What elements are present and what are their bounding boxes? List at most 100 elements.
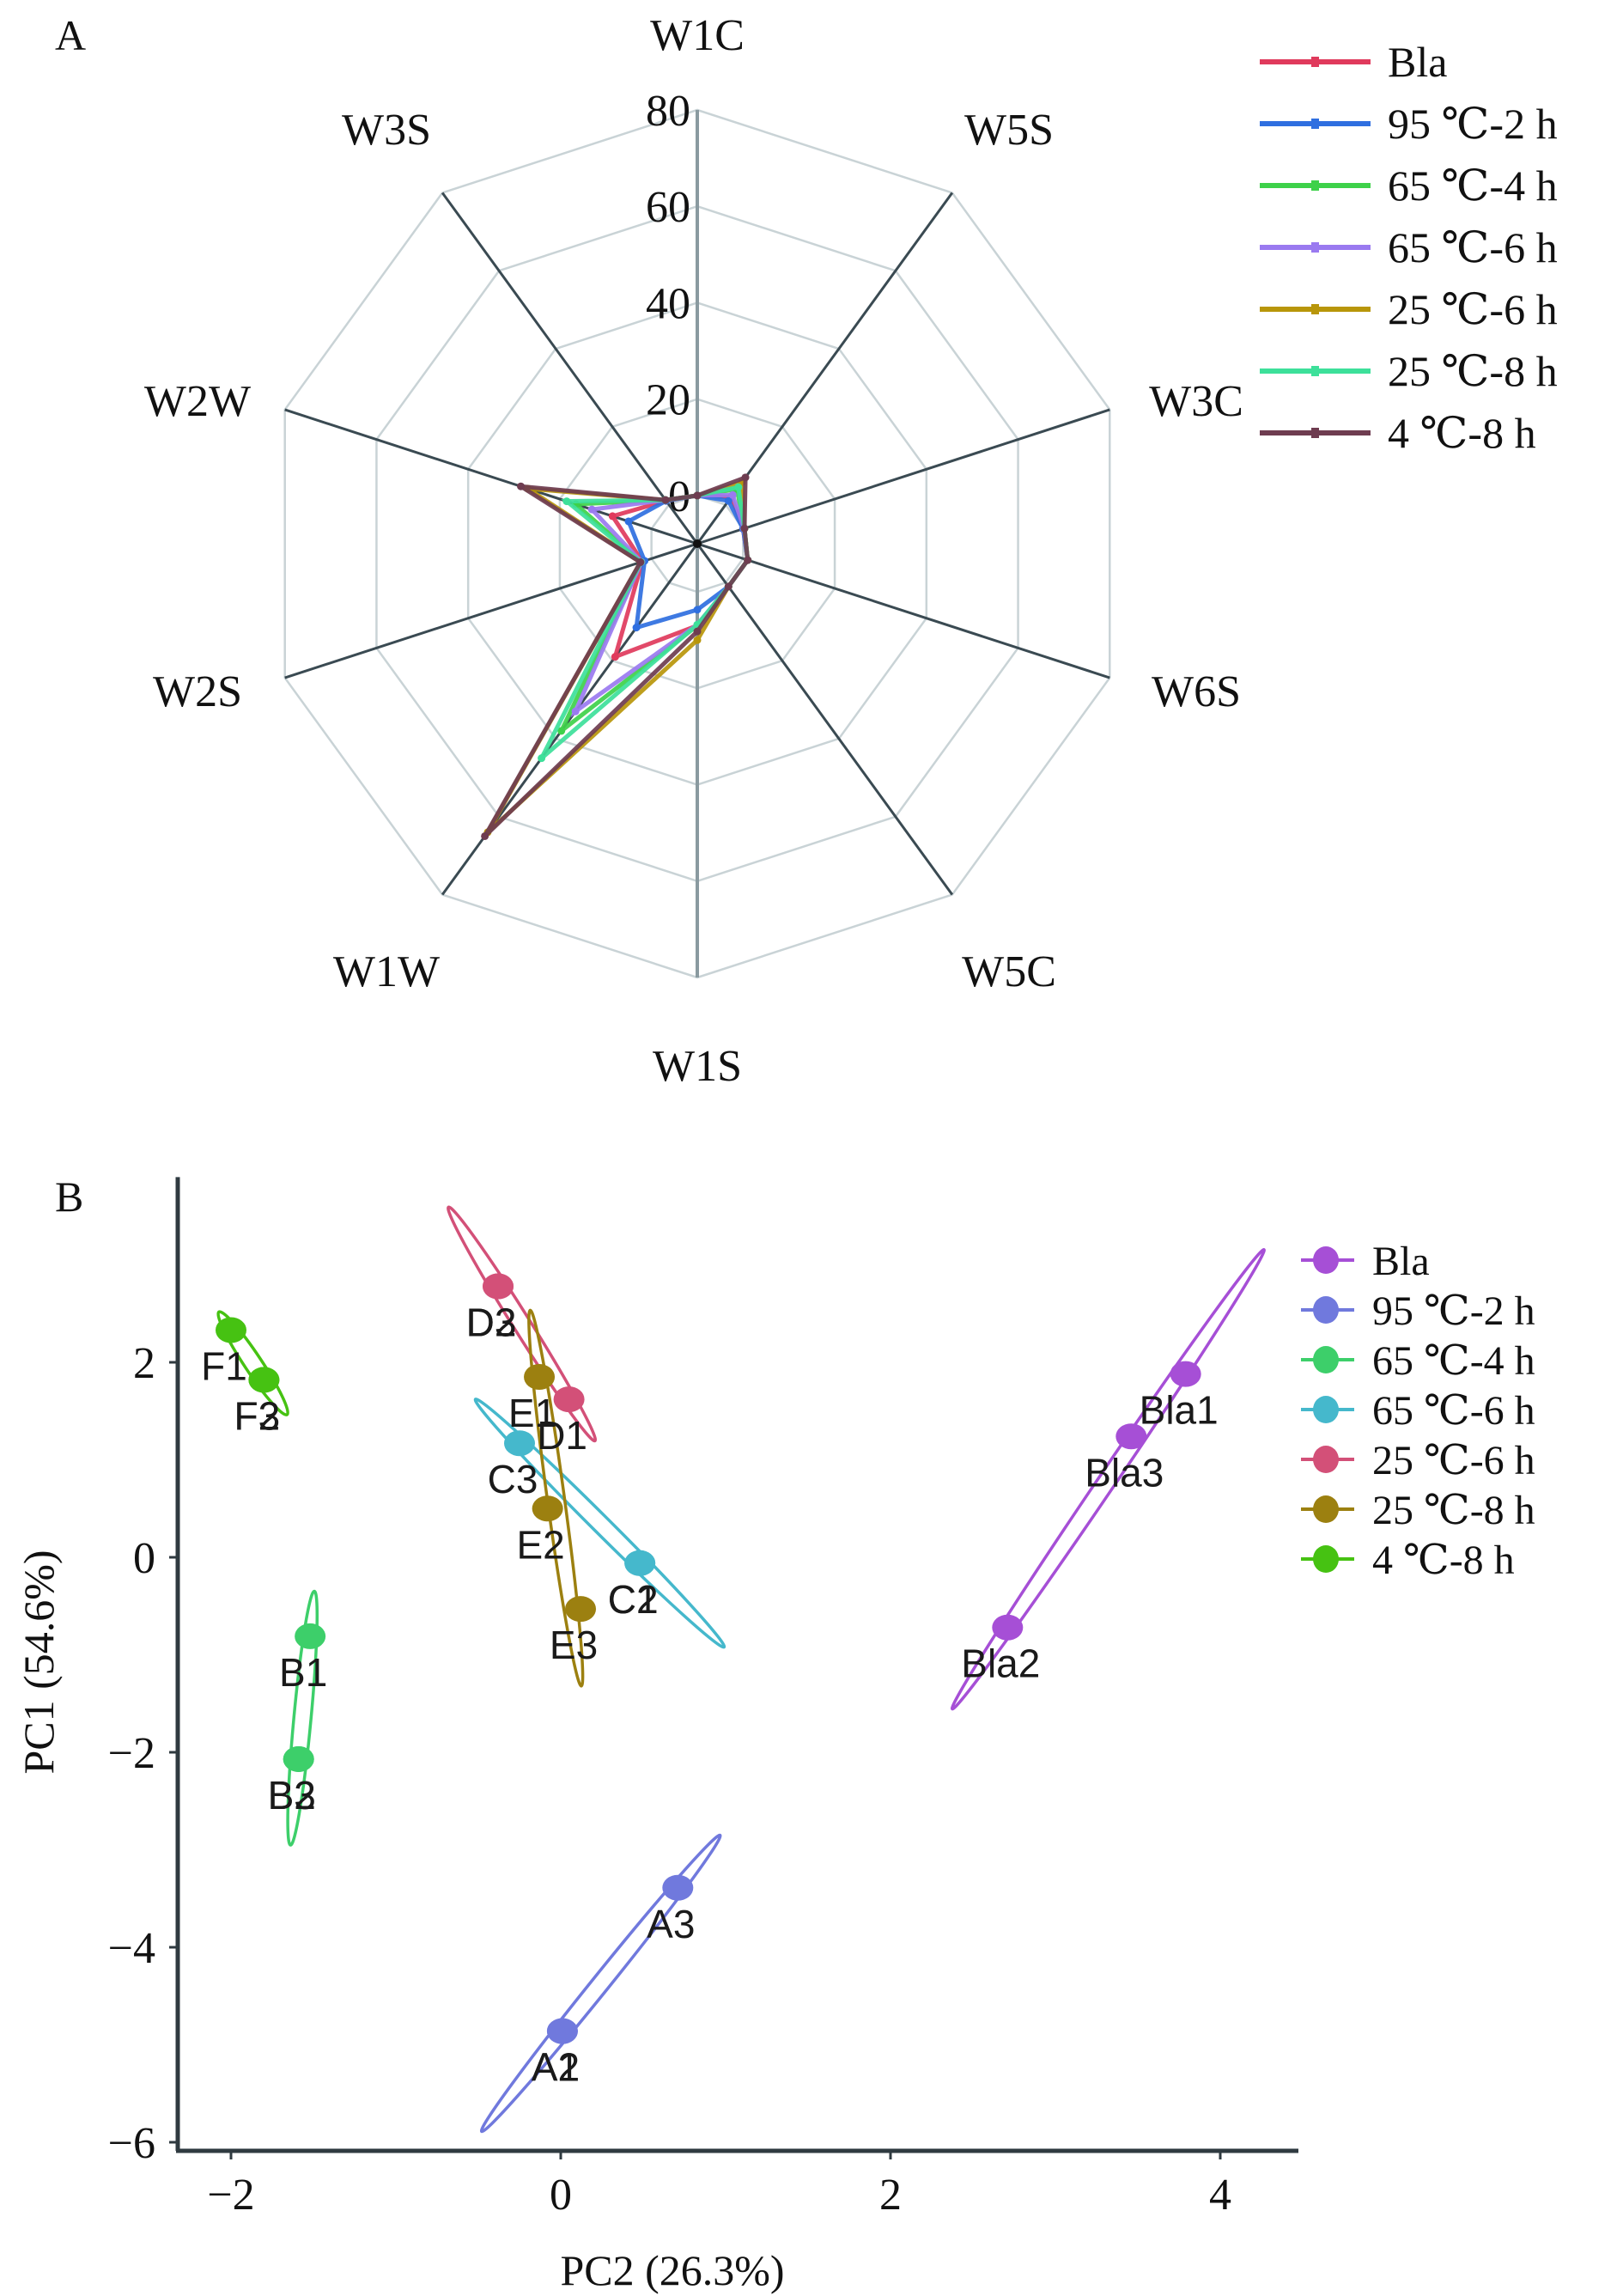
data-point bbox=[532, 1495, 563, 1522]
data-point-label: B2 bbox=[268, 1773, 316, 1818]
legend-swatch-marker bbox=[1311, 180, 1319, 191]
legend-item: 4 ℃-8 h bbox=[1260, 409, 1536, 457]
radar-spoke bbox=[696, 542, 1110, 679]
radar-point bbox=[624, 517, 633, 526]
legend-label: 65 ℃-4 h bbox=[1388, 161, 1558, 210]
data-point-label: Bla3 bbox=[1085, 1450, 1164, 1495]
pca-axes: −6 −4 −2 0 2 −2 0 2 4 bbox=[108, 1177, 1298, 2220]
x-tick-label: 2 bbox=[879, 2171, 902, 2220]
legend-label: 4 ℃-8 h bbox=[1388, 409, 1536, 457]
legend-item: 65 ℃-4 h bbox=[1260, 161, 1558, 210]
radar-point bbox=[571, 707, 580, 716]
radar-point bbox=[562, 497, 571, 506]
pca-points bbox=[216, 1273, 1201, 2044]
legend-swatch-marker bbox=[1313, 1495, 1339, 1523]
radar-point bbox=[693, 636, 702, 644]
legend-item: 95 ℃-2 h bbox=[1260, 100, 1558, 148]
data-point-label: A2 bbox=[532, 2045, 580, 2090]
radar-center bbox=[693, 539, 702, 548]
legend-label: 65 ℃-6 h bbox=[1388, 223, 1558, 271]
y-axis-title: PC1 (54.6%) bbox=[15, 1550, 63, 1774]
data-point bbox=[283, 1745, 314, 1772]
radar-axis-labels: W1C W5S W3C W6S W5C W1S W1W W2S W2W W3S bbox=[144, 11, 1243, 1091]
y-tick-label: −6 bbox=[108, 2119, 155, 2168]
legend-swatch-marker bbox=[1311, 304, 1319, 314]
radar-tick-label: 40 bbox=[646, 279, 690, 328]
legend-item: 25 ℃-8 h bbox=[1301, 1488, 1535, 1533]
radar-point bbox=[611, 653, 619, 661]
legend-label: 25 ℃-6 h bbox=[1388, 285, 1558, 333]
data-point bbox=[624, 1550, 656, 1576]
data-point bbox=[565, 1596, 597, 1623]
legend-swatch-marker bbox=[1313, 1246, 1339, 1274]
radar-point bbox=[744, 556, 752, 564]
x-tick-label: 4 bbox=[1209, 2171, 1231, 2220]
x-tick-label: −2 bbox=[207, 2171, 254, 2220]
radar-point bbox=[693, 606, 702, 614]
confidence-ellipse bbox=[950, 1247, 1266, 1711]
confidence-ellipse bbox=[473, 1398, 726, 1649]
radar-point bbox=[632, 624, 641, 632]
legend-item: 25 ℃-6 h bbox=[1301, 1438, 1535, 1483]
radar-point bbox=[728, 490, 737, 499]
legend-swatch-marker bbox=[1311, 57, 1319, 67]
radar-point bbox=[636, 558, 645, 567]
radar-tick-label: 80 bbox=[646, 87, 690, 136]
legend-item: Bla bbox=[1260, 38, 1447, 86]
data-point-label: E2 bbox=[517, 1522, 565, 1567]
legend-swatch-marker bbox=[1311, 428, 1319, 438]
y-tick-label: −2 bbox=[108, 1729, 155, 1778]
x-axis-title: PC2 (26.3%) bbox=[560, 2246, 784, 2294]
data-point bbox=[553, 1386, 585, 1413]
y-tick-label: −4 bbox=[108, 1924, 155, 1973]
radar-point bbox=[608, 512, 617, 521]
data-point-label: A1 bbox=[532, 2045, 580, 2090]
data-point-label: B3 bbox=[268, 1773, 316, 1818]
radar-axis-label: W1C bbox=[650, 11, 745, 60]
legend-label: 65 ℃-4 h bbox=[1372, 1338, 1535, 1384]
data-point-label: C1 bbox=[608, 1577, 659, 1622]
radar-point bbox=[538, 754, 546, 763]
x-tick-label: 0 bbox=[550, 2171, 572, 2220]
radar-tick-label: 60 bbox=[646, 183, 690, 232]
data-point bbox=[295, 1623, 326, 1649]
data-point-label: A3 bbox=[647, 1902, 695, 1946]
legend-item: 65 ℃-4 h bbox=[1301, 1338, 1535, 1384]
radar-point bbox=[740, 524, 749, 533]
radar-point bbox=[734, 483, 743, 491]
radar-spoke bbox=[696, 543, 954, 896]
radar-point bbox=[724, 496, 732, 505]
radar-axis-label: W3S bbox=[342, 106, 431, 155]
data-point bbox=[524, 1364, 556, 1391]
radar-axis-label: W1W bbox=[333, 947, 440, 996]
data-point-label: Bla2 bbox=[961, 1641, 1040, 1686]
legend-item: 65 ℃-6 h bbox=[1260, 223, 1558, 271]
radar-point bbox=[724, 582, 732, 591]
legend-item: 4 ℃-8 h bbox=[1301, 1538, 1515, 1583]
radar-point bbox=[557, 727, 566, 735]
legend-label: Bla bbox=[1388, 38, 1447, 86]
radar-axis-label: W5C bbox=[962, 947, 1056, 996]
data-point bbox=[483, 1273, 514, 1300]
data-point bbox=[1170, 1361, 1201, 1387]
data-point bbox=[1115, 1423, 1147, 1450]
radar-point bbox=[587, 505, 596, 514]
radar-point bbox=[741, 473, 750, 482]
radar-tick-label: 20 bbox=[646, 376, 690, 425]
legend-label: 25 ℃-8 h bbox=[1388, 347, 1558, 395]
radar-axis-label: W5S bbox=[964, 106, 1054, 155]
radar-axis-label: W1S bbox=[653, 1042, 742, 1091]
radar-spoke bbox=[696, 408, 1110, 545]
y-tick-label: 0 bbox=[133, 1534, 155, 1583]
legend-swatch-marker bbox=[1311, 242, 1319, 253]
radar-spoke bbox=[284, 542, 698, 679]
data-point-label: F1 bbox=[201, 1344, 247, 1389]
legend-label: 4 ℃-8 h bbox=[1372, 1538, 1515, 1583]
data-point bbox=[248, 1367, 280, 1393]
confidence-ellipse bbox=[479, 1833, 722, 2134]
legend-swatch-marker bbox=[1311, 366, 1319, 376]
panel-label-a: A bbox=[55, 11, 86, 59]
data-point-label: E3 bbox=[550, 1623, 598, 1667]
